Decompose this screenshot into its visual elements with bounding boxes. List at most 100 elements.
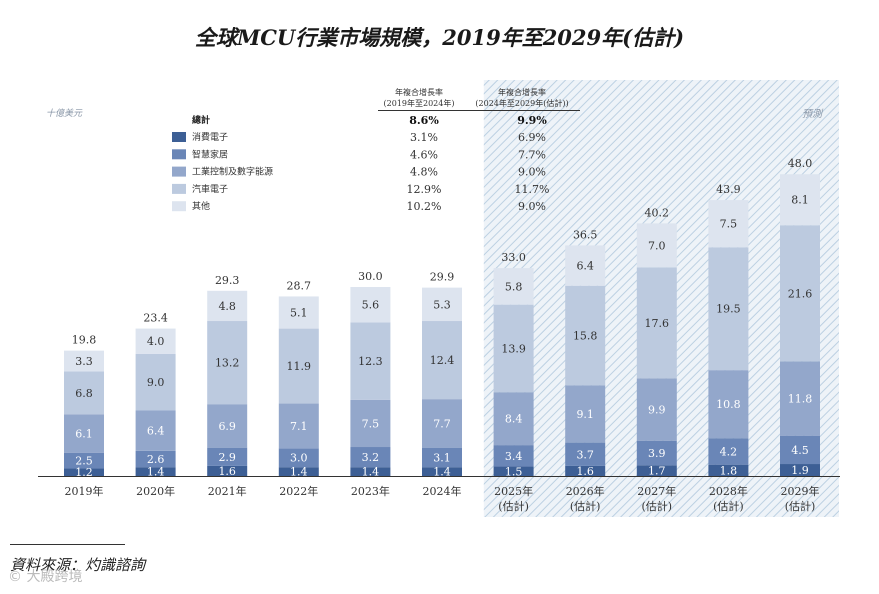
- bar-segment: [207, 465, 248, 476]
- data-label: 5.3: [433, 298, 451, 311]
- legend-label: 其他: [192, 200, 210, 212]
- bar-segment: [207, 447, 248, 466]
- total-label: 28.7: [287, 279, 312, 292]
- cagr-header-2-period: (2024年至2029年(估計)): [475, 98, 568, 108]
- data-label: 3.3: [75, 355, 93, 368]
- bar-segment: [64, 414, 104, 453]
- bar-segment: [207, 321, 248, 405]
- total-label: 33.0: [501, 251, 526, 264]
- bar-segment: [565, 245, 606, 286]
- cagr-value: 12.9%: [407, 183, 442, 196]
- data-label: 6.4: [147, 425, 165, 438]
- cagr-header-1-period: (2019年至2024年): [384, 98, 455, 108]
- bar-segment: [708, 438, 749, 465]
- data-label: 1.6: [576, 465, 594, 478]
- bar-segment: [493, 304, 534, 393]
- data-label: 12.3: [358, 355, 383, 368]
- bar-segment: [422, 287, 462, 322]
- bar-segment: [565, 385, 606, 443]
- data-label: 6.8: [75, 387, 93, 400]
- data-label: 7.7: [433, 417, 451, 430]
- cagr-value: 4.8%: [410, 166, 438, 179]
- cagr-value: 11.7%: [515, 183, 550, 196]
- chart-title: 全球MCU行業市場規模，2019年至2029年(估計): [194, 25, 685, 50]
- bar-segment: [493, 392, 534, 446]
- data-label: 2.9: [218, 451, 236, 464]
- data-label: 1.7: [648, 465, 666, 478]
- data-label: 3.1: [433, 451, 451, 464]
- source-note: 資料來源：灼識諮詢: [10, 556, 146, 574]
- data-label: 2.5: [75, 455, 93, 468]
- data-label: 2.6: [147, 453, 165, 466]
- legend-label: 消費電子: [192, 131, 228, 143]
- watermark: © 大殿跨境: [8, 569, 83, 585]
- bar-segment: [636, 378, 677, 441]
- legend-swatch: [172, 183, 186, 194]
- data-label: 13.2: [215, 357, 240, 370]
- data-label: 4.0: [147, 335, 165, 348]
- cagr-total-value: 8.6%: [409, 114, 439, 127]
- tick-label: 2024年: [423, 484, 462, 498]
- bar-segment: [636, 267, 677, 379]
- bar-segment: [636, 223, 677, 268]
- data-label: 9.0: [147, 376, 165, 389]
- data-label: 15.8: [573, 330, 598, 343]
- bar-segment: [278, 328, 319, 404]
- cagr-value: 9.0%: [518, 200, 546, 213]
- total-label: 29.3: [215, 274, 240, 287]
- bar-segment: [135, 328, 176, 354]
- data-label: 4.8: [218, 300, 236, 313]
- bar-segment: [207, 290, 248, 322]
- bar-segment: [350, 447, 391, 468]
- bar-segment: [780, 464, 820, 476]
- data-label: 10.8: [716, 398, 741, 411]
- data-label: 4.5: [791, 444, 809, 457]
- data-label: 9.1: [576, 408, 594, 421]
- data-label: 8.4: [505, 413, 523, 426]
- tick-label: 2028年: [709, 484, 748, 498]
- data-label: 19.5: [716, 303, 741, 316]
- legend-swatch: [172, 166, 186, 177]
- bar-segment: [636, 440, 677, 466]
- bar-segment: [350, 322, 391, 400]
- data-label: 1.9: [791, 464, 809, 477]
- tick-label: 2026年: [566, 484, 605, 498]
- tick-note: (估計): [498, 499, 529, 513]
- tick-note: (估計): [785, 499, 816, 513]
- bar-segment: [780, 361, 820, 436]
- bar-segment: [565, 442, 606, 466]
- data-label: 1.4: [147, 466, 165, 479]
- cagr-value: 4.6%: [410, 148, 438, 161]
- tick-note: (估計): [713, 499, 744, 513]
- bar-segment: [422, 321, 462, 400]
- bar-segment: [64, 468, 104, 476]
- data-label: 6.9: [218, 420, 236, 433]
- total-label: 40.2: [645, 206, 670, 219]
- tick-note: (估計): [570, 499, 601, 513]
- data-label: 17.6: [645, 317, 670, 330]
- data-label: 8.1: [791, 194, 809, 207]
- total-label: 36.5: [573, 228, 598, 241]
- total-label: 23.4: [143, 312, 168, 325]
- bar-segment: [565, 285, 606, 386]
- bar-segment: [708, 247, 749, 371]
- legend-swatch: [172, 132, 186, 142]
- bar-segment: [278, 403, 319, 449]
- data-label: 1.6: [218, 465, 236, 478]
- tick-label: 2021年: [208, 484, 247, 498]
- source-divider: [10, 544, 125, 545]
- cagr-total-value: 9.9%: [517, 114, 547, 127]
- legend-label: 工業控制及數字能源: [192, 166, 273, 178]
- data-label: 11.9: [287, 360, 312, 373]
- tick-label: 2029年: [781, 484, 820, 498]
- total-label: 29.9: [430, 271, 455, 284]
- data-label: 1.2: [75, 466, 93, 479]
- bar-segment: [636, 465, 677, 476]
- bar-segment: [207, 404, 248, 448]
- data-label: 1.4: [433, 466, 451, 479]
- tick-label: 2025年: [494, 484, 533, 498]
- data-label: 1.4: [362, 466, 380, 479]
- forecast-label: 預測: [802, 108, 824, 120]
- bar-segment: [708, 464, 749, 476]
- legend-swatch: [172, 149, 186, 160]
